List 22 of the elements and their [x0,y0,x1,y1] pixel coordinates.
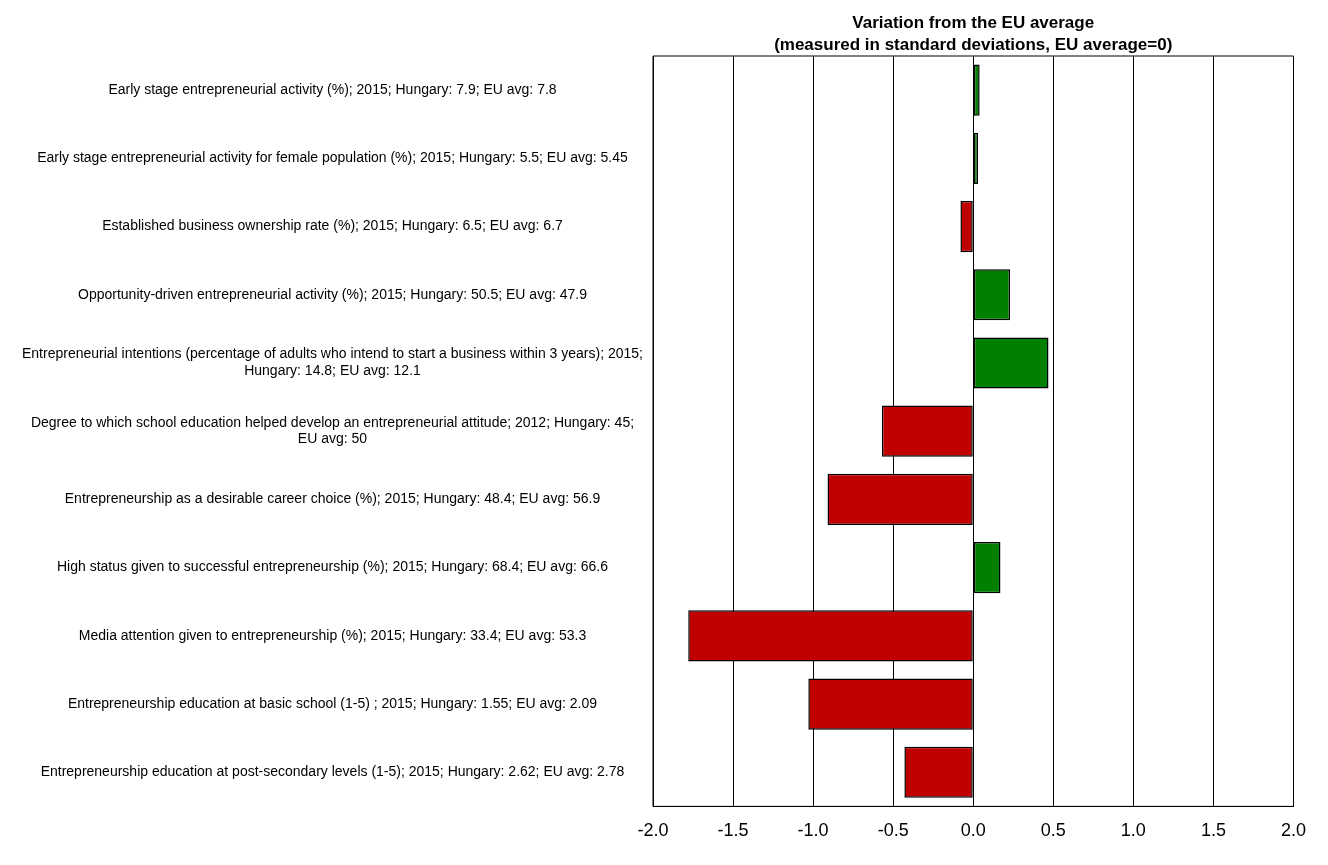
x-tick-label: 0.0 [960,820,986,841]
chart-subtitle: (measured in standard deviations, EU average=0) [774,35,1173,55]
x-tick-label: 1.0 [1120,820,1146,841]
y-tick-label: Degree to which school education helped develop an entrepreneurial attitude; 2012; Hungary: 45; EU avg: 50 [30,413,635,447]
x-tick-label: 1.5 [1200,820,1226,841]
y-tick-label: Early stage entrepreneurial activity for female population (%); 2015; Hungary: 5.5; EU avg: 5.45 [37,149,629,166]
y-tick-label: Media attention given to entrepreneurship (%); 2015; Hungary: 33.4; EU avg: 53.3 [78,626,587,643]
y-tick-label: Entrepreneurship education at basic school (1-5) ; 2015; Hungary: 1.55; EU avg: 2.09 [67,694,598,711]
y-tick-label: Entrepreneurship as a desirable career choice (%); 2015; Hungary: 48.4; EU avg: 56.9 [64,490,601,507]
y-tick-label: Entrepreneurial intentions (percentage of adults who intend to start a business within 3 years); 2015; Hungary: 14.8; EU avg: 12.1 [21,345,643,379]
x-tick-label: 0.5 [1040,820,1066,841]
y-tick-label: Entrepreneurship education at post-secondary levels (1-5); 2015; Hungary: 2.62; EU avg: 2.78 [40,763,625,780]
x-tick-label: 2.0 [1280,820,1306,841]
x-tick-label: -2.0 [637,820,669,841]
y-tick-label: Opportunity-driven entrepreneurial activity (%); 2015; Hungary: 50.5; EU avg: 47.9 [78,285,588,302]
x-tick-label: -0.5 [877,820,909,841]
y-tick-label: High status given to successful entrepreneurship (%); 2015; Hungary: 68.4; EU avg: 66.6 [56,558,609,575]
chart-title: Variation from the EU average [852,13,1095,33]
x-tick-label: -1.5 [717,820,749,841]
y-tick-label: Early stage entrepreneurial activity (%); 2015; Hungary: 7.9; EU avg: 7.8 [108,80,557,97]
y-tick-label: Established business ownership rate (%); 2015; Hungary: 6.5; EU avg: 6.7 [102,217,564,234]
x-tick-label: -1.0 [797,820,829,841]
